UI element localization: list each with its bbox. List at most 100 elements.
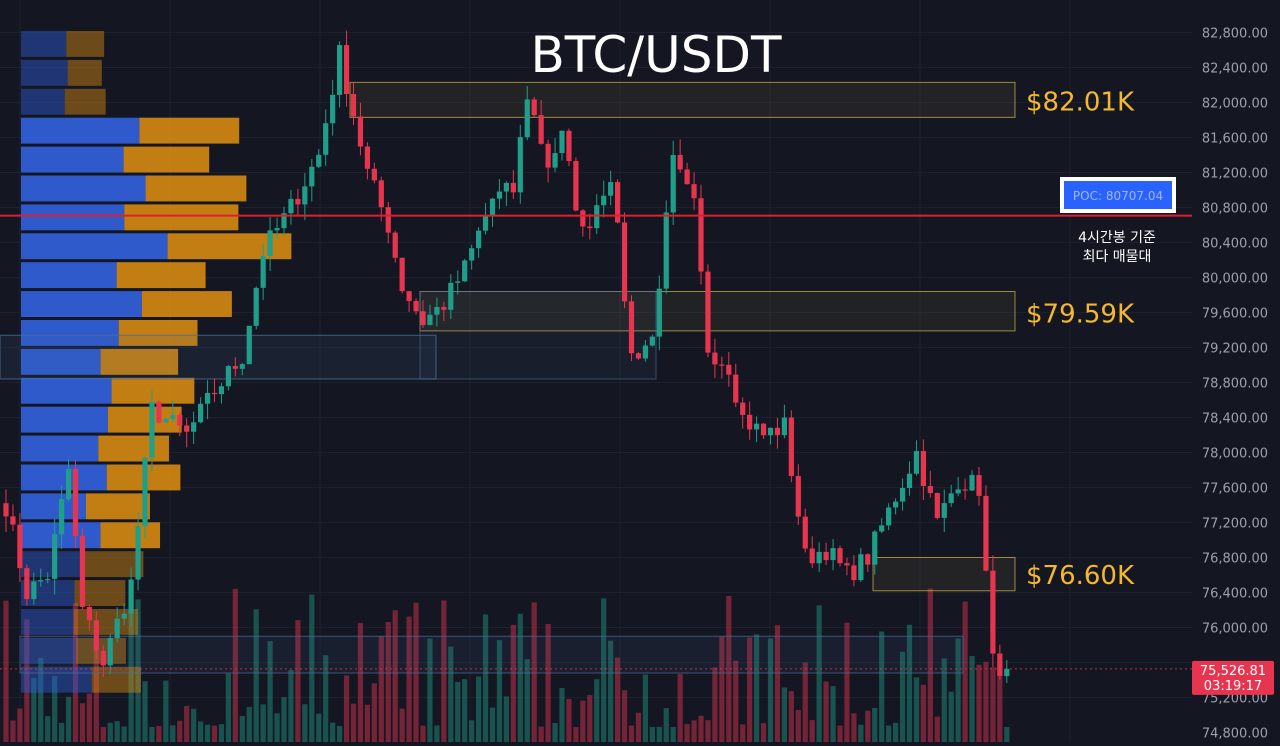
volume-bar: [684, 724, 690, 742]
candle-body: [135, 526, 141, 580]
price-axis[interactable]: 82,800.00 82,400.00 82,000.00 81,600.00 81,2…: [1192, 0, 1280, 742]
price-tick-label: 80,400.00: [1202, 237, 1268, 252]
volume-bar: [747, 637, 753, 742]
volume-bar: [3, 600, 9, 742]
volume-bar: [955, 638, 961, 742]
candle-body: [170, 414, 176, 419]
candle-body: [191, 422, 197, 432]
candle-body: [323, 123, 329, 155]
profile-bar-buy: [21, 59, 68, 86]
volume-bar: [476, 676, 482, 742]
candle-body: [128, 579, 134, 614]
candle-body: [330, 94, 336, 124]
candle-body: [656, 288, 662, 337]
candle-body: [774, 427, 781, 436]
candle-body: [823, 551, 829, 561]
candle-body: [38, 580, 44, 582]
volume-bar: [886, 725, 892, 742]
price-tick-label: 76,000.00: [1202, 622, 1268, 637]
profile-bar-buy: [21, 233, 168, 260]
volume-bar: [642, 674, 648, 742]
volume-bar: [274, 713, 280, 742]
level-label-76k: $76.60K: [1026, 561, 1135, 591]
volume-bar: [330, 722, 336, 742]
candle-body: [45, 578, 51, 581]
volume-bar: [740, 724, 746, 742]
candle-body: [469, 248, 475, 261]
volume-bar: [573, 726, 579, 742]
candle-body: [267, 230, 273, 256]
volume-bar: [462, 679, 468, 742]
volume-bar: [100, 726, 106, 742]
volume-bar: [503, 696, 509, 742]
candle-body: [920, 451, 926, 487]
candle-body: [781, 417, 787, 436]
candle-body: [844, 563, 850, 566]
price-tick-label: 78,400.00: [1202, 412, 1268, 427]
candle-body: [754, 423, 760, 430]
volume-bar: [184, 705, 190, 742]
candle-body: [760, 423, 767, 436]
profile-bar-buy: [21, 291, 142, 317]
volume-bar: [990, 667, 996, 742]
volume-bar: [337, 726, 343, 742]
candle-body: [260, 255, 266, 288]
candle-body: [997, 653, 1003, 677]
candle-body: [670, 155, 676, 213]
profile-bar-buy: [21, 320, 119, 346]
candle-body: [865, 554, 871, 565]
volume-bar: [316, 713, 322, 742]
candle-body: [726, 364, 732, 375]
profile-bar-buy: [21, 435, 99, 462]
volume-bar: [31, 677, 37, 742]
candle-body: [357, 116, 364, 147]
candle-body: [788, 417, 794, 477]
volume-bar: [204, 724, 211, 742]
volume-bar: [198, 721, 204, 742]
profile-bar-sell: [141, 291, 232, 317]
volume-bar: [837, 725, 843, 742]
candle-body: [100, 650, 106, 666]
profile-bar-sell: [100, 522, 161, 549]
candle-body: [545, 143, 551, 168]
volume-bar: [232, 588, 238, 742]
volume-bar: [809, 720, 815, 742]
volume-bar: [691, 720, 697, 742]
volume-bar: [552, 723, 558, 742]
candle-body: [385, 207, 391, 233]
candle-body: [309, 166, 315, 187]
volume-bar: [496, 640, 503, 742]
candle-body: [413, 301, 419, 312]
candle-body: [816, 551, 822, 564]
candle-body: [79, 535, 86, 607]
candle-body: [510, 182, 516, 193]
volume-bar: [38, 657, 44, 742]
volume-bar: [170, 725, 176, 742]
volume-bar: [350, 703, 357, 742]
volume-bar: [858, 724, 864, 742]
candle-body: [601, 195, 607, 206]
candle-body: [962, 489, 968, 491]
volume-bar: [211, 725, 218, 742]
volume-bar: [149, 726, 155, 742]
volume-bar: [594, 679, 600, 742]
candle-body: [65, 469, 72, 500]
volume-bar: [601, 598, 607, 742]
candle-body: [719, 364, 725, 366]
candle-body: [594, 205, 600, 229]
profile-bar-sell: [100, 348, 179, 375]
profile-bar-sell: [111, 377, 195, 404]
price-tick-label: 82,000.00: [1202, 97, 1268, 112]
volume-bar: [135, 599, 141, 742]
volume-bar: [788, 691, 794, 742]
volume-bar: [357, 622, 364, 742]
profile-bar-sell: [85, 493, 150, 520]
candles: [3, 30, 1010, 684]
candle-body: [427, 314, 433, 326]
price-tick-label: 78,000.00: [1202, 447, 1268, 462]
volume-bar: [121, 726, 127, 742]
volume-bar: [114, 721, 120, 742]
volume-bar: [865, 710, 871, 742]
candle-body: [302, 186, 308, 205]
